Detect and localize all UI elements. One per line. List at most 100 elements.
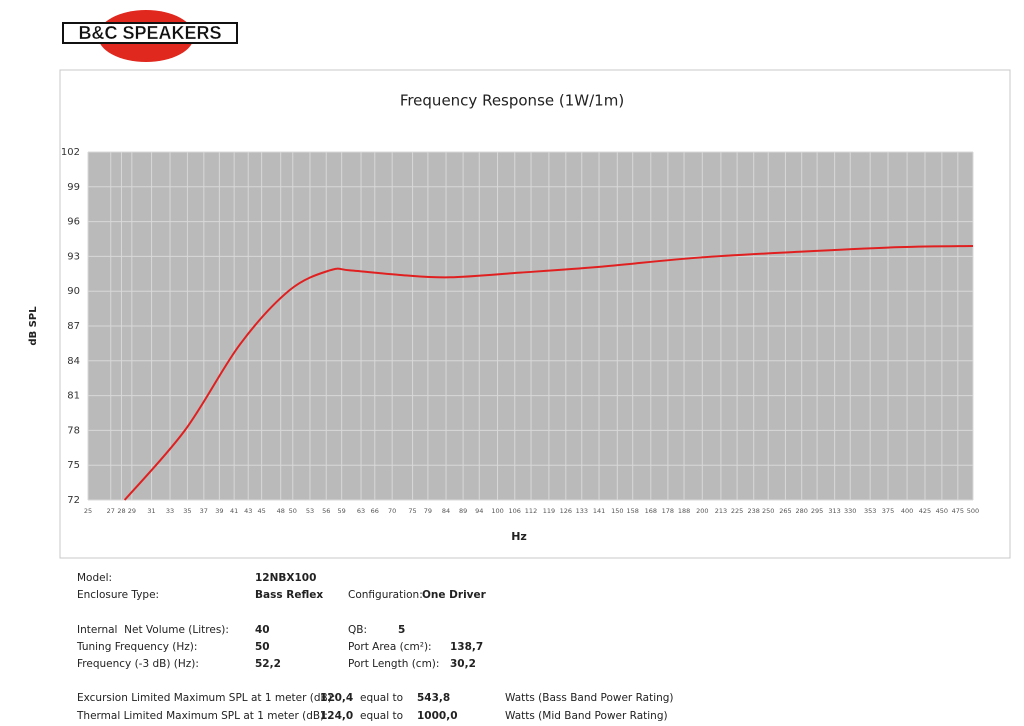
logo: B&C SPEAKERS [62,10,238,62]
spec-label: QB: [348,624,368,636]
x-tick-label: 43 [244,507,252,515]
chart-title: Frequency Response (1W/1m) [400,92,624,110]
spec-label: equal to [360,692,404,704]
y-tick-label: 87 [67,321,80,332]
x-tick-label: 330 [844,507,856,515]
spec-label: Enclosure Type: [77,589,160,601]
x-tick-label: 53 [306,507,314,515]
spec-value: 52,2 [255,658,281,670]
y-tick-label: 96 [67,217,80,228]
x-tick-label: 63 [357,507,365,515]
x-tick-label: 50 [289,507,297,515]
x-tick-label: 141 [593,507,605,515]
x-tick-label: 48 [277,507,285,515]
x-tick-label: 33 [166,507,174,515]
y-tick-label: 78 [67,425,80,436]
y-tick-label: 93 [67,251,80,262]
spec-value: One Driver [422,589,486,601]
x-tick-label: 133 [576,507,588,515]
y-axis-label: dB SPL [28,306,39,346]
x-tick-label: 400 [901,507,913,515]
x-tick-label: 188 [678,507,690,515]
spec-label: Internal Net Volume (Litres): [77,624,229,636]
x-tick-label: 70 [388,507,396,515]
x-tick-label: 35 [183,507,191,515]
x-tick-label: 238 [747,507,759,515]
x-tick-label: 25 [84,507,92,515]
spec-label: Frequency (-3 dB) (Hz): [77,658,199,670]
x-tick-label: 375 [882,507,894,515]
y-tick-label: 102 [61,147,80,158]
y-tick-label: 84 [67,356,80,367]
x-tick-label: 353 [864,507,876,515]
x-tick-label: 100 [491,507,503,515]
x-tick-label: 225 [731,507,743,515]
spec-label: equal to [360,710,404,722]
logo-box [62,22,238,44]
chart: Frequency Response (1W/1m) Hz dB SPL 72 7… [28,69,1011,559]
x-tick-label: 200 [696,507,708,515]
y-tick-label: 75 [67,460,80,471]
x-tick-label: 280 [795,507,807,515]
spec-value: 124,0 [320,710,354,722]
x-tick-label: 27 [107,507,115,515]
x-tick-label: 31 [147,507,155,515]
spec-label: Watts (Mid Band Power Rating) [505,710,668,722]
x-tick-label: 75 [408,507,416,515]
spec-label: Port Length (cm): [348,658,440,670]
spec-label: Model: [77,572,113,584]
x-tick-label: 119 [543,507,555,515]
x-tick-label: 59 [338,507,346,515]
x-tick-label: 150 [611,507,623,515]
spec-label: Thermal Limited Maximum SPL at 1 meter (… [77,710,328,722]
spec-value: 40 [255,624,270,636]
y-tick-label: 90 [67,286,80,297]
x-tick-label: 158 [626,507,638,515]
x-tick-label: 265 [779,507,791,515]
x-tick-label: 450 [936,507,948,515]
x-tick-label: 41 [230,507,238,515]
spec-value: 12NBX100 [255,572,317,584]
logo-text: B&C SPEAKERS [78,23,221,43]
x-tick-label: 79 [424,507,432,515]
x-tick-label: 66 [371,507,379,515]
spec-value: 5 [398,624,406,636]
spec-value: 50 [255,641,270,653]
x-tick-label: 126 [560,507,572,515]
x-tick-label: 29 [128,507,136,515]
spec-value: 1000,0 [417,710,458,722]
spec-label: Port Area (cm²): [348,641,432,653]
x-tick-label: 313 [828,507,840,515]
x-tick-label: 475 [952,507,964,515]
x-tick-label: 45 [258,507,266,515]
x-tick-label: 89 [459,507,467,515]
spec-label: Excursion Limited Maximum SPL at 1 meter… [77,692,336,704]
x-tick-label: 39 [215,507,223,515]
x-axis-label: Hz [511,530,527,543]
x-tick-label: 56 [322,507,330,515]
x-tick-label: 37 [200,507,208,515]
x-tick-label: 106 [509,507,521,515]
spec-label: Configuration: [348,589,423,601]
y-tick-label: 72 [67,495,80,506]
spec-value: 30,2 [450,658,476,670]
spec-value: 543,8 [417,692,451,704]
spec-value: Bass Reflex [255,589,324,601]
x-tick-label: 500 [967,507,979,515]
spec-label: Tuning Frequency (Hz): [77,641,198,653]
x-tick-label: 425 [919,507,931,515]
spec-value: 120,4 [320,692,354,704]
x-tick-label: 295 [811,507,823,515]
x-tick-label: 168 [645,507,657,515]
x-tick-label: 178 [662,507,674,515]
x-tick-label: 213 [715,507,727,515]
x-tick-label: 28 [117,507,125,515]
y-tick-label: 81 [67,391,80,402]
spec-value: 138,7 [450,641,484,653]
spec-label: Watts (Bass Band Power Rating) [505,692,674,704]
x-tick-label: 112 [525,507,537,515]
x-tick-label: 84 [442,507,450,515]
response-curve [123,244,974,501]
x-tick-label: 94 [475,507,483,515]
